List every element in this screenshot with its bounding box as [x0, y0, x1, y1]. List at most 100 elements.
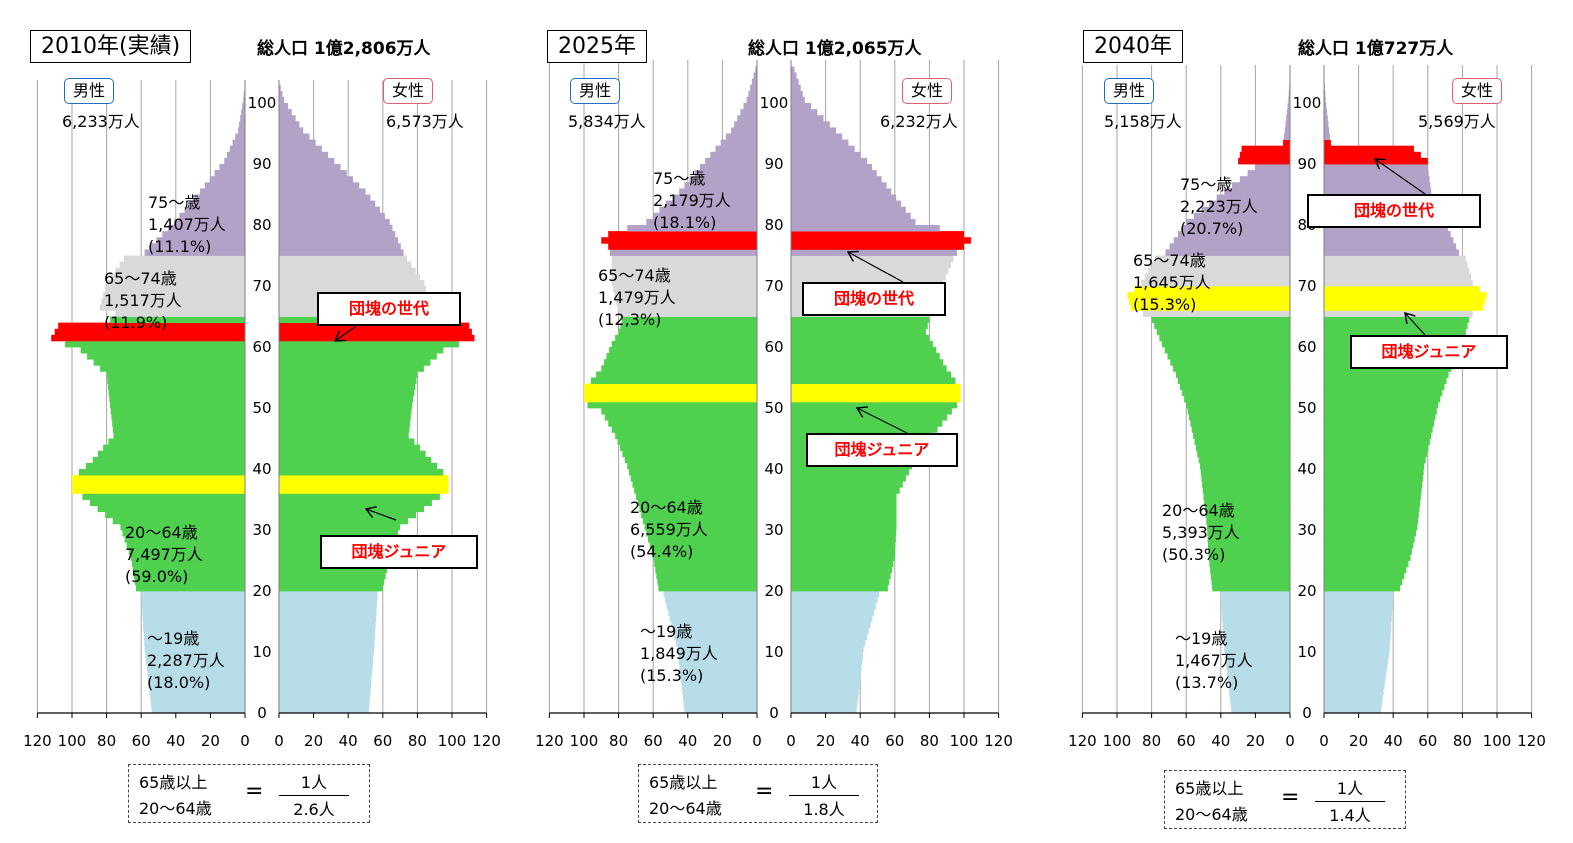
ratio-top-label: 65歳以上	[139, 773, 208, 792]
male-total: 5,834万人	[568, 112, 646, 131]
bar-female	[279, 334, 475, 342]
bar-male	[681, 682, 757, 689]
bar-female	[791, 499, 897, 506]
bar-male	[651, 548, 757, 555]
bar-male	[1283, 133, 1290, 140]
bar-male	[142, 609, 245, 616]
bar-female	[1324, 176, 1430, 183]
bar-female	[1324, 615, 1392, 622]
bar-male	[1197, 450, 1290, 458]
bar-male	[146, 658, 245, 665]
bar-female	[1324, 432, 1432, 439]
bar-female	[279, 475, 449, 482]
bar-male	[141, 603, 245, 610]
bar-female	[1324, 499, 1421, 506]
bar-male	[1221, 597, 1290, 604]
bar-male	[150, 694, 245, 702]
bar-female	[791, 658, 863, 665]
bar-female	[791, 340, 933, 348]
bar-male	[119, 261, 245, 269]
y-tick-label: 40	[252, 460, 271, 478]
bar-male	[1151, 316, 1290, 323]
bar-female	[1324, 450, 1428, 458]
bar-female	[279, 609, 377, 616]
bar-female	[1324, 408, 1437, 415]
bar-female	[791, 194, 897, 201]
bar-female	[279, 566, 387, 574]
bar-male	[108, 389, 246, 397]
y-tick-label: 70	[1297, 277, 1316, 295]
bar-male	[133, 572, 245, 580]
bar-male	[143, 633, 245, 641]
bar-male	[240, 115, 245, 122]
bar-male	[654, 560, 757, 567]
bar-male	[611, 340, 757, 348]
bar-female	[1324, 658, 1389, 665]
y-tick-label: 50	[1297, 399, 1316, 417]
bar-female	[791, 200, 902, 208]
pyramid-panel-2010: 120 100 80 60 40 20 0 0 20 40 60 80 100 120 0 10 20 30 40 5…	[0, 0, 520, 843]
bar-female	[279, 267, 416, 275]
bar-male	[132, 566, 245, 574]
y-tick-label: 20	[252, 582, 271, 600]
y-tick-label: 80	[764, 216, 783, 234]
bar-female	[791, 157, 868, 165]
x-tick-label-female: 120	[1517, 732, 1546, 750]
bar-male	[1154, 322, 1290, 330]
bar-male	[241, 109, 245, 116]
bar-male	[1179, 383, 1290, 391]
ratio-top-label: 65歳以上	[1175, 779, 1244, 798]
bar-male	[80, 347, 246, 354]
bar-male	[609, 347, 757, 354]
bar-male	[679, 664, 757, 671]
ratio-bottom-label: 20～64歳	[139, 799, 212, 818]
bar-female	[1324, 475, 1423, 482]
bar-female	[279, 279, 425, 287]
bar-male	[122, 530, 245, 537]
bar-male	[144, 249, 245, 256]
bar-female	[1324, 145, 1414, 153]
bar-female	[1324, 90, 1326, 98]
bar-male	[143, 621, 245, 628]
bar-male	[1210, 572, 1290, 580]
bar-female	[1324, 511, 1419, 519]
bar-female	[279, 249, 404, 256]
bar-male	[106, 279, 245, 287]
bar-male	[1190, 420, 1290, 427]
bar-male	[110, 273, 245, 281]
bar-male	[611, 426, 757, 433]
x-tick-label-male: 20	[201, 732, 220, 750]
bar-female	[1324, 383, 1445, 391]
bar-female	[791, 359, 944, 366]
bar-female	[1324, 670, 1387, 677]
bar-male	[1206, 523, 1290, 531]
bar-female	[279, 401, 413, 409]
bar-male	[604, 414, 757, 421]
bar-male	[1204, 505, 1290, 513]
male-label: 男性	[570, 78, 621, 104]
bar-male	[1208, 554, 1290, 561]
bar-female	[1324, 286, 1480, 293]
bar-female	[279, 414, 411, 421]
bar-female	[279, 121, 300, 128]
bar-female	[279, 170, 347, 177]
bar-male	[141, 597, 245, 604]
bar-female	[1324, 517, 1419, 525]
bar-female	[791, 700, 858, 708]
bar-female	[1324, 548, 1412, 555]
bar-male	[1225, 658, 1290, 665]
bar-male	[97, 450, 245, 458]
y-tick-label: 50	[764, 399, 783, 417]
bar-male	[653, 554, 757, 561]
bar-male	[1284, 127, 1290, 134]
bar-female	[791, 371, 952, 378]
x-tick-label-female: 120	[472, 732, 501, 750]
bar-male	[126, 542, 245, 549]
bar-female	[1324, 115, 1328, 122]
bar-male	[103, 444, 245, 452]
bar-female	[279, 365, 424, 372]
bar-female	[279, 243, 401, 250]
bar-female	[791, 584, 888, 592]
y-tick-label: 20	[764, 582, 783, 600]
bar-male	[1186, 401, 1290, 409]
